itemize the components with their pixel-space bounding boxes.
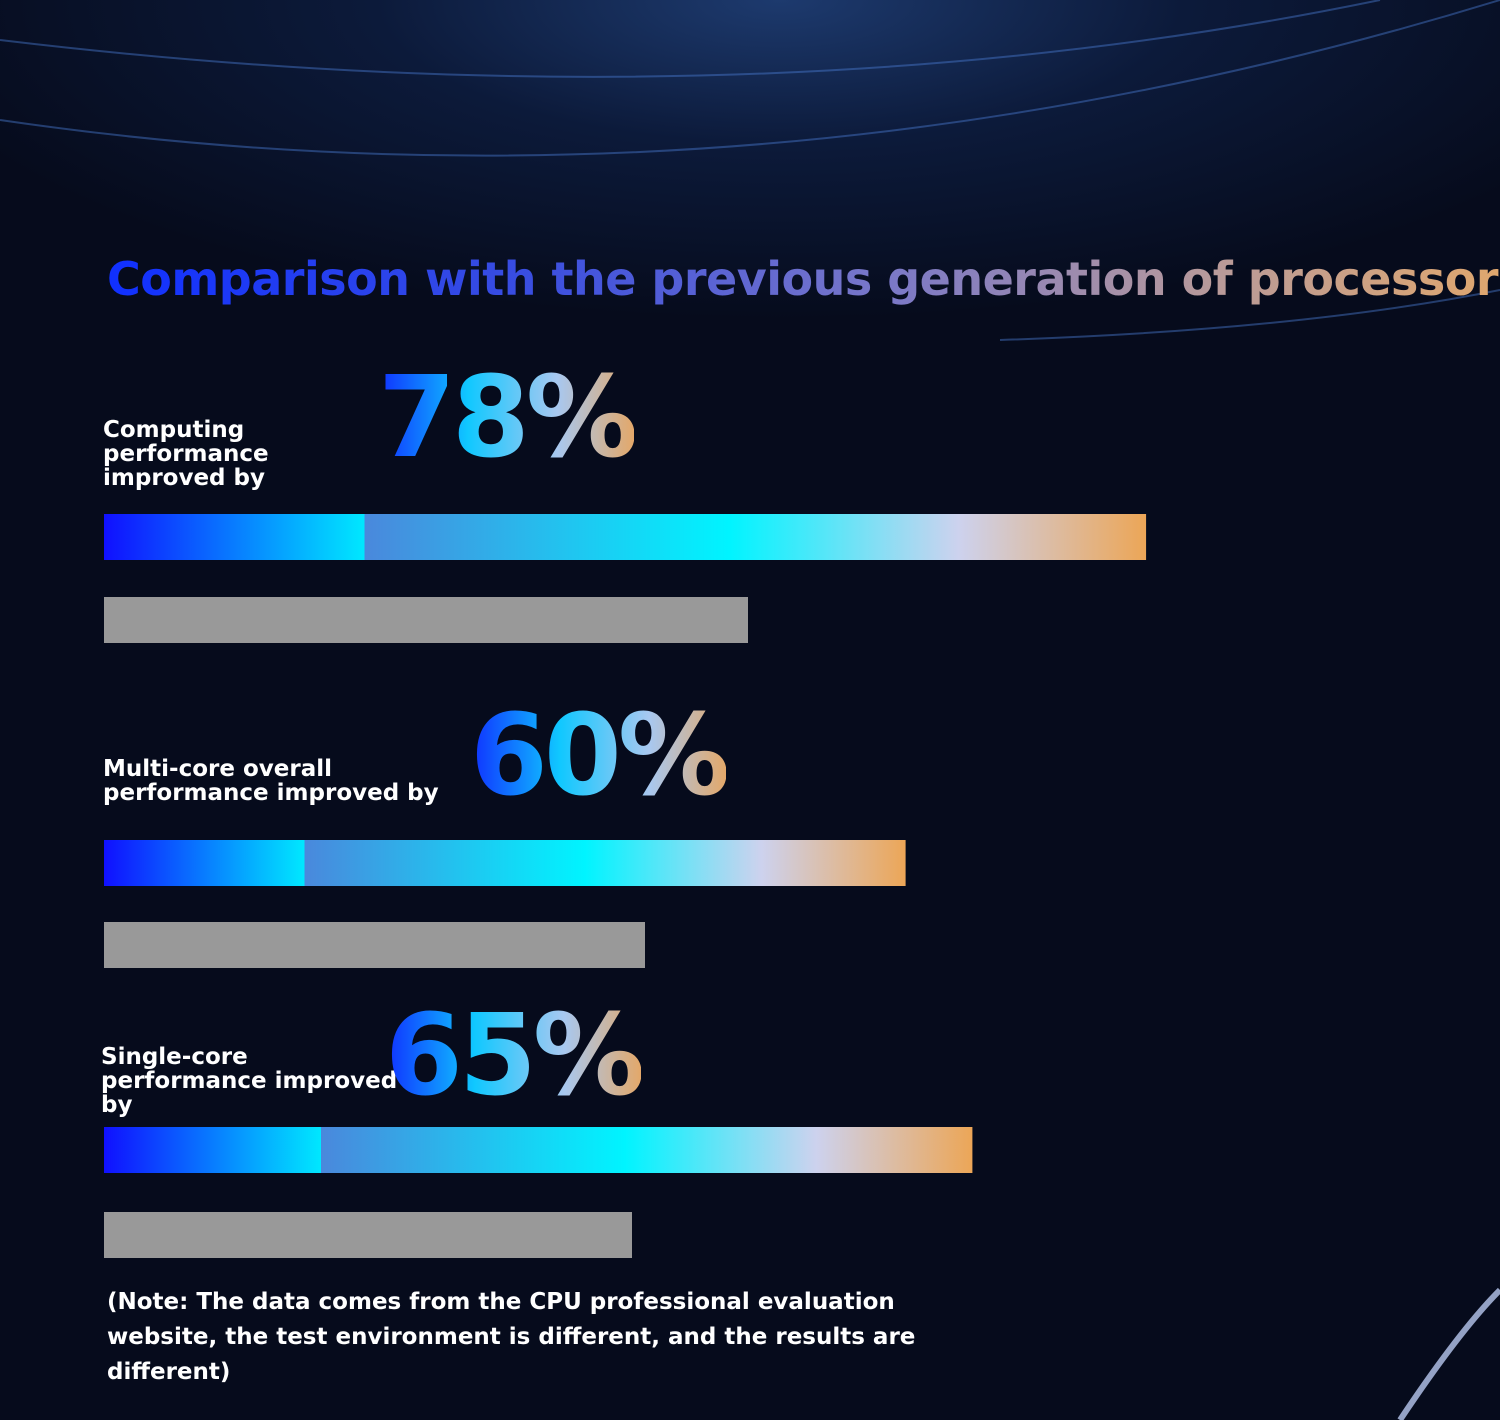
value-label: 60% <box>470 691 730 821</box>
category-label: Computing performance improved by <box>103 417 269 491</box>
value-label: 65% <box>385 991 645 1121</box>
note: (Note: The data comes from the CPU profe… <box>107 1289 916 1385</box>
previous-bar <box>104 922 645 968</box>
bar <box>104 840 906 886</box>
bar <box>104 514 1147 560</box>
category-label: Single-core performance improved by <box>101 1044 398 1118</box>
category-label: Multi-core overall performance improved … <box>103 756 439 806</box>
previous-bar <box>104 597 748 643</box>
bar <box>104 1127 973 1173</box>
previous-bar <box>104 1212 632 1258</box>
value-label: 78% <box>378 353 638 483</box>
chart-title: Comparison with the previous generation … <box>107 252 1500 306</box>
